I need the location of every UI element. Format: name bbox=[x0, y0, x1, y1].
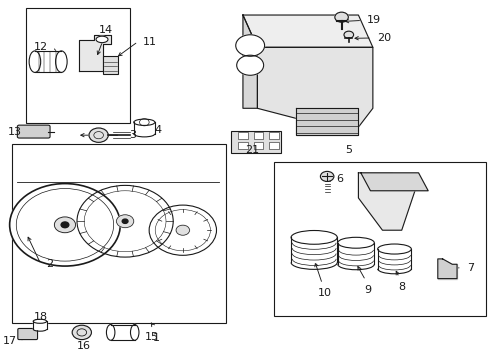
Ellipse shape bbox=[134, 119, 155, 125]
Circle shape bbox=[61, 222, 69, 228]
Circle shape bbox=[72, 325, 91, 339]
Text: 12: 12 bbox=[34, 42, 48, 51]
Text: 9: 9 bbox=[364, 285, 371, 295]
Ellipse shape bbox=[33, 319, 46, 323]
Polygon shape bbox=[243, 15, 257, 108]
Ellipse shape bbox=[106, 324, 115, 340]
Text: 16: 16 bbox=[77, 341, 91, 351]
Circle shape bbox=[235, 35, 264, 56]
Ellipse shape bbox=[56, 51, 67, 72]
Text: 5: 5 bbox=[345, 145, 352, 155]
Ellipse shape bbox=[377, 244, 410, 254]
Text: 6: 6 bbox=[335, 174, 342, 184]
Text: 11: 11 bbox=[142, 37, 157, 46]
Bar bbox=[134, 122, 155, 134]
Text: 3: 3 bbox=[129, 130, 136, 140]
Bar bbox=[377, 249, 410, 269]
Bar bbox=[12, 144, 225, 323]
Text: 21: 21 bbox=[244, 144, 258, 154]
Bar bbox=[230, 131, 281, 153]
Polygon shape bbox=[358, 173, 415, 230]
Bar bbox=[337, 243, 373, 264]
Text: 14: 14 bbox=[99, 26, 113, 36]
Bar bbox=[238, 132, 247, 139]
Ellipse shape bbox=[337, 237, 373, 248]
Polygon shape bbox=[437, 259, 456, 279]
Bar bbox=[268, 132, 278, 139]
Text: 20: 20 bbox=[376, 33, 390, 43]
Ellipse shape bbox=[130, 324, 139, 340]
Circle shape bbox=[343, 31, 353, 39]
Circle shape bbox=[320, 171, 333, 181]
Bar bbox=[26, 8, 130, 123]
Circle shape bbox=[10, 184, 120, 266]
Polygon shape bbox=[295, 108, 358, 135]
Bar bbox=[110, 324, 135, 340]
Text: 18: 18 bbox=[34, 312, 48, 321]
Text: 19: 19 bbox=[366, 15, 381, 26]
Text: 4: 4 bbox=[154, 125, 161, 135]
Bar bbox=[35, 51, 61, 72]
Text: 1: 1 bbox=[153, 333, 160, 343]
Bar bbox=[253, 141, 263, 149]
Bar bbox=[290, 237, 337, 262]
Circle shape bbox=[176, 225, 189, 235]
Bar bbox=[274, 162, 485, 316]
Circle shape bbox=[77, 185, 173, 257]
FancyBboxPatch shape bbox=[18, 328, 38, 339]
Text: 8: 8 bbox=[397, 282, 405, 292]
Text: 10: 10 bbox=[317, 288, 331, 298]
Polygon shape bbox=[243, 15, 372, 47]
Circle shape bbox=[116, 215, 134, 228]
Bar bbox=[103, 56, 118, 74]
Text: 15: 15 bbox=[145, 332, 159, 342]
Text: 2: 2 bbox=[46, 259, 53, 269]
Bar bbox=[33, 321, 46, 329]
Ellipse shape bbox=[29, 51, 41, 72]
Text: 7: 7 bbox=[466, 263, 473, 273]
Text: 17: 17 bbox=[3, 336, 17, 346]
Bar bbox=[253, 132, 263, 139]
Circle shape bbox=[89, 128, 108, 142]
Bar bbox=[268, 141, 278, 149]
Circle shape bbox=[122, 219, 128, 224]
Polygon shape bbox=[79, 35, 110, 71]
Bar bbox=[238, 141, 247, 149]
Text: 13: 13 bbox=[8, 127, 21, 136]
Polygon shape bbox=[360, 173, 427, 191]
Ellipse shape bbox=[96, 36, 108, 42]
FancyBboxPatch shape bbox=[17, 125, 50, 138]
Polygon shape bbox=[257, 47, 372, 134]
Circle shape bbox=[236, 55, 263, 75]
Ellipse shape bbox=[290, 230, 337, 244]
Circle shape bbox=[334, 12, 347, 22]
Circle shape bbox=[149, 205, 216, 255]
Circle shape bbox=[54, 217, 76, 233]
